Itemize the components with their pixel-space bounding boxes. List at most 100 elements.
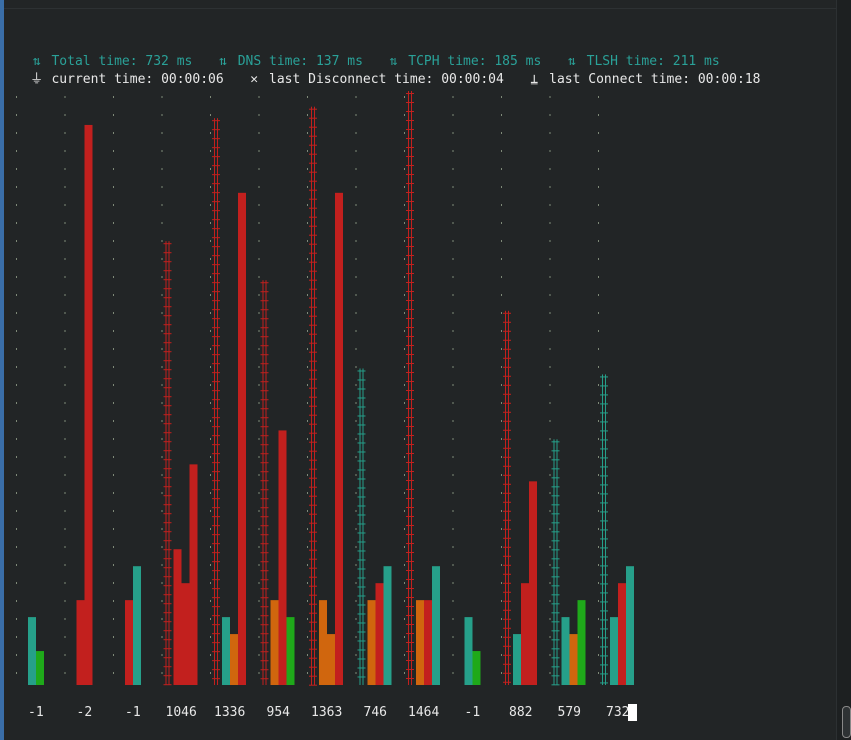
- bar-red: [173, 549, 182, 685]
- grid-dot: [501, 258, 502, 260]
- grid-dot: [452, 618, 454, 620]
- total-marker-line: [217, 118, 218, 685]
- total-marker-tick: [163, 342, 172, 344]
- grid-dot: [113, 564, 114, 566]
- grid-dot: [501, 510, 502, 512]
- grid-dot: [452, 384, 454, 386]
- total-marker-tick: [600, 511, 608, 513]
- total-marker-tick: [212, 462, 220, 464]
- grid-dot: [64, 96, 66, 98]
- total-marker-tick: [551, 477, 560, 479]
- grid-dot: [452, 222, 454, 224]
- total-marker-line: [265, 280, 267, 685]
- total-marker-line: [262, 280, 264, 685]
- total-marker-tick: [212, 219, 220, 221]
- grid-dot: [113, 348, 114, 350]
- total-marker-tick: [260, 480, 269, 482]
- total-marker-tick: [163, 648, 172, 650]
- grid-dot: [549, 402, 551, 404]
- grid-dot: [549, 618, 551, 620]
- total-marker-tick: [503, 411, 511, 413]
- grid-dot: [307, 348, 308, 350]
- total-marker-tick: [600, 421, 608, 423]
- total-marker-tick: [406, 525, 414, 526]
- sample-total-label: 882: [509, 705, 533, 720]
- scrollbar-thumb[interactable]: [842, 706, 851, 738]
- total-marker-tick: [406, 651, 414, 652]
- total-marker-tick: [212, 282, 220, 284]
- total-marker-tick: [309, 342, 317, 344]
- total-marker-tick: [212, 228, 220, 230]
- grid-dot: [210, 528, 211, 530]
- grid-dot: [210, 564, 211, 566]
- grid-dot: [161, 294, 163, 296]
- timing-stats-line: ⇅ Total time: 732 ms ⇅ DNS time: 137 ms …: [14, 38, 720, 69]
- grid-dot: [355, 384, 357, 386]
- total-marker-tick: [260, 678, 269, 680]
- grid-dot: [598, 258, 599, 260]
- grid-dot: [161, 312, 163, 314]
- grid-dot: [501, 150, 502, 152]
- grid-dot: [355, 492, 357, 494]
- grid-dot: [210, 438, 211, 440]
- grid-dot: [113, 258, 114, 260]
- grid-dot: [210, 474, 211, 476]
- total-marker-tick: [309, 324, 317, 326]
- total-marker-tick: [309, 540, 317, 542]
- total-marker-tick: [551, 648, 560, 650]
- grid-dot: [549, 168, 551, 170]
- grid-dot: [501, 96, 502, 98]
- grid-dot: [161, 438, 163, 440]
- grid-dot: [210, 168, 211, 170]
- total-marker-tick: [163, 405, 172, 407]
- grid-dot: [549, 582, 551, 584]
- grid-dot: [501, 330, 502, 332]
- grid-dot: [549, 96, 551, 98]
- sample-total-label: 1363: [311, 705, 343, 720]
- grid-dot: [161, 564, 163, 566]
- total-marker-tick: [163, 576, 172, 578]
- total-marker-tick: [212, 174, 220, 176]
- total-marker-tick: [600, 538, 608, 540]
- grid-dot: [16, 492, 17, 494]
- total-marker-tick: [260, 309, 269, 311]
- grid-dot: [501, 222, 502, 224]
- grid-dot: [210, 132, 211, 134]
- grid-dot: [452, 438, 454, 440]
- total-marker-tick: [357, 658, 366, 660]
- bar-orange: [270, 600, 279, 685]
- grid-dot: [161, 240, 163, 242]
- total-marker-tick: [260, 570, 269, 572]
- total-marker-tick: [551, 630, 560, 632]
- grid-dot: [404, 384, 405, 386]
- grid-dot: [404, 654, 405, 656]
- total-marker-tick: [163, 306, 172, 308]
- grid-dot: [258, 384, 260, 386]
- grid-dot: [113, 672, 114, 674]
- total-marker-tick: [406, 678, 414, 679]
- total-marker-tick: [406, 327, 414, 328]
- grid-dot: [258, 600, 260, 602]
- total-marker-tick: [503, 636, 511, 638]
- grid-dot: [598, 672, 599, 674]
- total-marker-tick: [163, 423, 172, 425]
- total-marker-tick: [600, 475, 608, 477]
- grid-dot: [307, 132, 308, 134]
- grid-dot: [549, 348, 551, 350]
- total-marker-tick: [309, 459, 317, 461]
- grid-dot: [404, 150, 405, 152]
- total-marker-tick: [406, 309, 414, 310]
- last-connect-value: 00:00:18: [697, 72, 761, 87]
- grid-dot: [452, 546, 454, 548]
- total-marker-tick: [600, 403, 608, 405]
- total-marker-tick: [260, 291, 269, 293]
- total-marker-tick: [309, 522, 317, 524]
- total-marker-tick: [212, 138, 220, 140]
- grid-dot: [598, 312, 599, 314]
- total-marker-tick: [260, 345, 269, 347]
- scrollbar-track[interactable]: [836, 0, 851, 740]
- total-marker-tick: [163, 612, 172, 614]
- total-marker-tick: [163, 459, 172, 461]
- grid-dot: [404, 204, 405, 206]
- grid-dot: [501, 546, 502, 548]
